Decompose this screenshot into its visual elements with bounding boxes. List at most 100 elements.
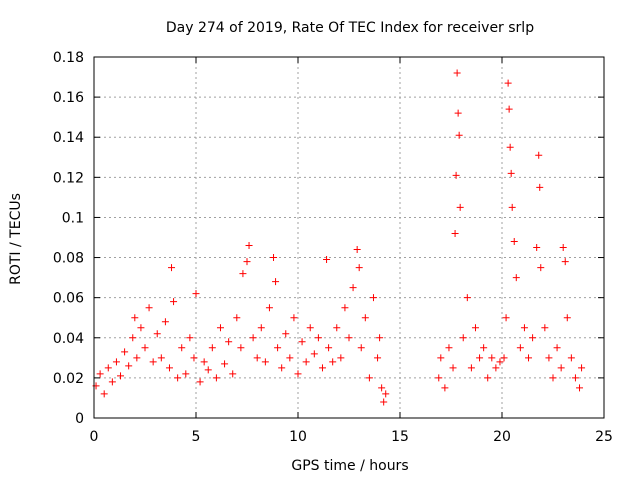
x-axis-label: GPS time / hours — [291, 458, 408, 474]
data-point — [345, 334, 353, 342]
data-point — [376, 334, 384, 342]
data-point — [453, 69, 461, 77]
data-point — [253, 354, 261, 362]
data-point — [382, 390, 390, 398]
grid-lines — [94, 57, 604, 418]
data-point — [237, 344, 245, 352]
data-point — [108, 378, 116, 386]
data-point — [190, 354, 198, 362]
data-point — [536, 183, 544, 191]
data-point — [449, 364, 457, 372]
data-point — [452, 171, 460, 179]
data-point — [357, 344, 365, 352]
data-point — [270, 254, 278, 262]
data-point — [480, 344, 488, 352]
data-point — [507, 169, 515, 177]
y-tick-label: 0.18 — [53, 50, 84, 66]
data-point — [318, 364, 326, 372]
data-point — [502, 314, 510, 322]
data-point — [349, 284, 357, 292]
data-point — [500, 354, 508, 362]
data-point — [174, 374, 182, 382]
data-point — [265, 304, 273, 312]
data-point — [225, 338, 233, 346]
data-point — [529, 334, 537, 342]
data-point — [290, 314, 298, 322]
data-point — [492, 364, 500, 372]
data-point — [306, 324, 314, 332]
data-point — [563, 314, 571, 322]
data-point — [104, 364, 112, 372]
data-point — [257, 324, 265, 332]
data-point — [208, 344, 216, 352]
data-point — [454, 109, 462, 117]
data-point — [196, 378, 204, 386]
x-tick-label: 15 — [391, 429, 409, 445]
data-point — [559, 244, 567, 252]
data-point — [484, 374, 492, 382]
data-point — [229, 370, 237, 378]
data-point — [161, 318, 169, 326]
data-point — [561, 258, 569, 266]
data-point — [504, 79, 512, 87]
data-point — [459, 334, 467, 342]
data-point — [380, 398, 388, 406]
data-point — [216, 324, 224, 332]
x-tick-labels: 0 5 10 15 20 25 — [90, 429, 613, 445]
data-point — [272, 278, 280, 286]
x-tick-label: 0 — [90, 429, 99, 445]
data-point — [506, 143, 514, 151]
axis-ticks — [93, 56, 605, 419]
data-point — [553, 344, 561, 352]
data-point — [261, 358, 269, 366]
y-tick-label: 0 — [75, 411, 84, 427]
data-point — [221, 360, 229, 368]
data-point — [578, 364, 586, 372]
data-point — [204, 366, 212, 374]
data-point — [488, 354, 496, 362]
data-point — [168, 264, 176, 272]
y-axis-label: ROTI / TECUs — [8, 193, 24, 285]
data-point — [333, 324, 341, 332]
data-point — [512, 274, 520, 282]
data-point — [323, 256, 331, 264]
data-point — [369, 294, 377, 302]
data-point — [378, 384, 386, 392]
data-point — [165, 364, 173, 372]
data-point — [535, 151, 543, 159]
data-point — [451, 229, 459, 237]
data-point — [355, 264, 363, 272]
data-point — [467, 364, 475, 372]
data-point — [125, 362, 133, 370]
data-point — [353, 246, 361, 254]
data-point — [365, 374, 373, 382]
data-point — [545, 354, 553, 362]
y-tick-label: 0.16 — [53, 90, 84, 106]
data-point — [298, 338, 306, 346]
data-point — [541, 324, 549, 332]
data-point — [329, 358, 337, 366]
data-point — [149, 358, 157, 366]
data-point — [505, 105, 513, 113]
data-point — [537, 264, 545, 272]
data-point — [274, 344, 282, 352]
data-point — [131, 314, 139, 322]
data-point — [496, 358, 504, 366]
data-point — [178, 344, 186, 352]
data-point — [557, 364, 565, 372]
plot-frame — [93, 56, 605, 419]
data-point — [441, 384, 449, 392]
data-point — [192, 290, 200, 298]
data-point — [157, 354, 165, 362]
data-point — [571, 374, 579, 382]
y-tick-label: 0.14 — [53, 130, 84, 146]
data-point — [233, 314, 241, 322]
data-point — [133, 354, 141, 362]
data-point — [314, 334, 322, 342]
data-point — [508, 203, 516, 211]
data-point — [337, 354, 345, 362]
data-point — [510, 238, 518, 246]
data-point — [294, 370, 302, 378]
data-point — [286, 354, 294, 362]
data-point — [170, 298, 178, 306]
